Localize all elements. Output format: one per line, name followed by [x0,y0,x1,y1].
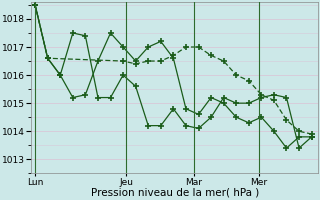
X-axis label: Pression niveau de la mer( hPa ): Pression niveau de la mer( hPa ) [91,188,259,198]
